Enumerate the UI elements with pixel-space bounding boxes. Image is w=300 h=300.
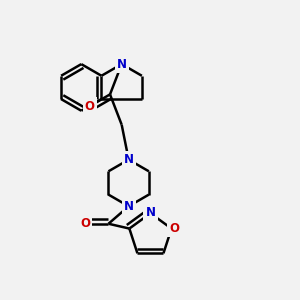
Text: N: N (117, 58, 127, 70)
Text: N: N (124, 153, 134, 166)
Text: O: O (80, 217, 90, 230)
Text: O: O (169, 222, 179, 235)
Text: O: O (85, 100, 95, 112)
Text: N: N (146, 206, 155, 218)
Text: N: N (124, 200, 134, 213)
